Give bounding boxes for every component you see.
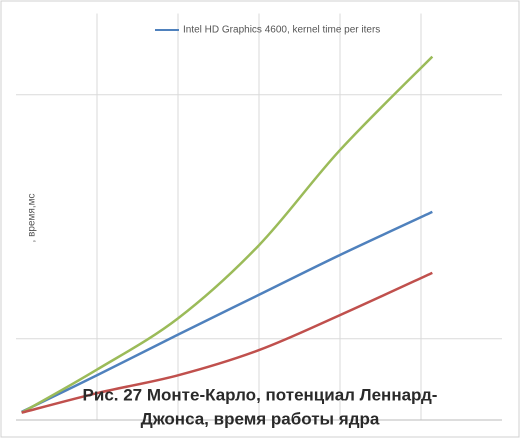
legend-label: Intel HD Graphics 4600, kernel time per … bbox=[183, 25, 380, 36]
series-line bbox=[21, 55, 434, 414]
series-line bbox=[21, 271, 433, 414]
caption: Джонса, время работы ядра bbox=[141, 409, 380, 428]
caption: Рис. 27 Монте-Карло, потенциал Леннард- bbox=[83, 385, 438, 404]
y-axis-label: , время,мс bbox=[27, 194, 38, 243]
series-line bbox=[21, 210, 433, 413]
